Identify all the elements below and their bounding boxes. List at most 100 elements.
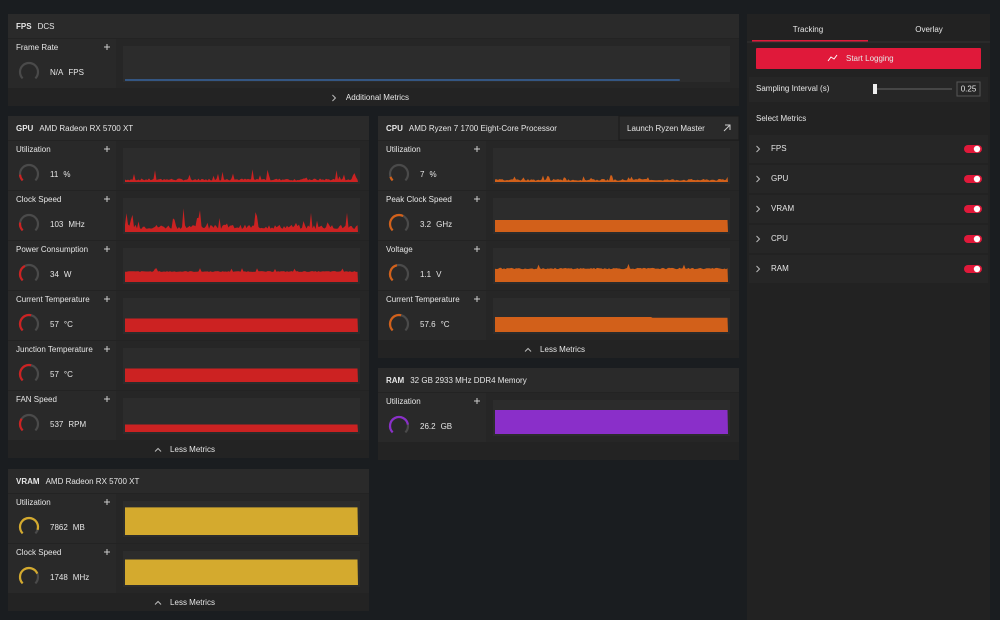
metric-label: Clock Speed [16, 195, 61, 204]
metric-unit: MB [73, 523, 85, 532]
panel-footer[interactable]: Less Metrics [170, 598, 215, 607]
expand-chevron [756, 175, 761, 183]
metric-toggle-label: RAM [771, 264, 789, 273]
graph-fill [125, 424, 358, 432]
graph-fill [125, 559, 358, 585]
gauge-fill [18, 222, 24, 232]
launch-button[interactable] [618, 115, 740, 141]
metric-value: 537 [50, 420, 64, 429]
gauge-fill [388, 264, 398, 282]
metric-toggle-row[interactable] [749, 195, 988, 223]
metric-value: N/A [50, 68, 64, 77]
metric-unit: % [63, 170, 70, 179]
metric-toggle-row[interactable] [749, 225, 988, 253]
panel-footer[interactable]: Less Metrics [540, 345, 585, 354]
metric-label: Clock Speed [16, 548, 61, 557]
metric-value: 57.6 [420, 320, 436, 329]
panel-subtitle: DCS [38, 22, 55, 31]
metric-unit: GB [441, 422, 453, 431]
panel-footer[interactable]: Additional Metrics [346, 93, 409, 102]
footer-chevron [154, 447, 162, 452]
panel-header [8, 116, 369, 140]
gauge-fill [388, 213, 404, 232]
gauge-fill [388, 415, 409, 434]
graph-fill [495, 410, 728, 434]
slider-thumb[interactable] [873, 84, 877, 94]
gauge-track [18, 61, 40, 80]
graph-fill [125, 368, 358, 382]
panel-subtitle: AMD Radeon RX 5700 XT [39, 124, 133, 133]
metric-value: 57 [50, 370, 59, 379]
graph-area [123, 46, 730, 82]
footer-chevron [524, 347, 532, 352]
gauge-fill [388, 313, 402, 332]
panel-header [378, 368, 739, 392]
metric-label: Junction Temperature [16, 345, 93, 354]
metric-value: 57 [50, 320, 59, 329]
panel-header [8, 14, 739, 38]
panel-subtitle: AMD Radeon RX 5700 XT [46, 477, 140, 486]
gauge-fill [389, 176, 394, 182]
metric-unit: % [429, 170, 436, 179]
metric-value: 1748 [50, 573, 68, 582]
panel-title: VRAM [16, 477, 40, 486]
expand-chevron [756, 265, 761, 273]
panel-header [8, 469, 369, 493]
metric-toggle-label: VRAM [771, 204, 794, 213]
toggle-knob [973, 235, 981, 243]
panel-subtitle: 32 GB 2933 MHz DDR4 Memory [410, 376, 526, 385]
metric-unit: °C [441, 320, 450, 329]
metric-unit: FPS [68, 68, 84, 77]
metric-label: Utilization [386, 397, 421, 406]
launch-button-label[interactable]: Launch Ryzen Master [627, 124, 705, 133]
metric-unit: °C [64, 320, 73, 329]
tab-indicator [752, 40, 868, 42]
panel-subtitle: AMD Ryzen 7 1700 Eight-Core Processor [409, 124, 557, 133]
gauge-fill [18, 418, 24, 432]
graph-fill [495, 263, 728, 282]
gauge-fill [18, 566, 39, 585]
graph-fill [495, 317, 728, 332]
graph-area [123, 148, 360, 184]
sampling-value: 0.25 [961, 85, 977, 94]
metric-label: Power Consumption [16, 245, 88, 254]
toggle-knob [973, 175, 981, 183]
metric-label: Current Temperature [16, 295, 90, 304]
metric-toggle-label: CPU [771, 234, 788, 243]
metric-toggle-label: FPS [771, 144, 787, 153]
panel-title: GPU [16, 124, 34, 133]
toggle-knob [973, 145, 981, 153]
tab[interactable]: Tracking [793, 25, 823, 34]
metric-toggle-row[interactable] [749, 135, 988, 163]
sampling-label: Sampling Interval (s) [756, 84, 830, 93]
metric-toggle-row[interactable] [749, 255, 988, 283]
toggle-knob [973, 265, 981, 273]
metric-value: 1.1 [420, 270, 432, 279]
graph-fill [495, 220, 728, 232]
gauge-fill [18, 313, 32, 332]
metric-value: 11 [50, 170, 59, 179]
tab[interactable]: Overlay [915, 25, 943, 34]
gauge-fill [18, 516, 40, 535]
metric-toggle-row[interactable] [749, 165, 988, 193]
expand-chevron [756, 235, 761, 243]
graph-fill [125, 208, 358, 232]
panel-footer[interactable]: Less Metrics [170, 445, 215, 454]
start-logging-label[interactable]: Start Logging [846, 54, 894, 63]
gauge-fill [18, 363, 32, 382]
metric-label: Utilization [386, 145, 421, 154]
graph-fill [125, 169, 358, 182]
metric-unit: MHz [68, 220, 84, 229]
expand-chevron [756, 145, 761, 153]
start-logging-button[interactable] [756, 48, 981, 69]
metric-value: 34 [50, 270, 59, 279]
panel-title: FPS [16, 22, 32, 31]
metric-unit: W [64, 270, 72, 279]
metric-unit: MHz [73, 573, 89, 582]
metric-label: Utilization [16, 498, 51, 507]
metric-label: Current Temperature [386, 295, 460, 304]
select-metrics-label: Select Metrics [756, 114, 806, 123]
sampling-value-box [956, 81, 981, 97]
metric-value: 7 [420, 170, 425, 179]
